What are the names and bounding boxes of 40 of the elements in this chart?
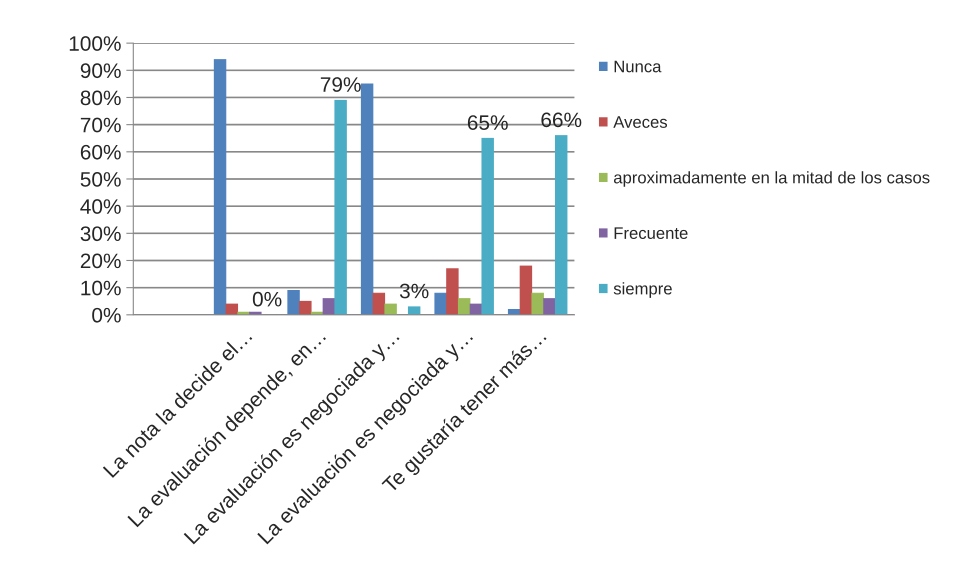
bar — [543, 298, 556, 315]
y-tick-label: 0% — [92, 308, 121, 323]
bar — [226, 304, 238, 315]
y-tick-label: 50% — [80, 172, 121, 187]
data-label: 65% — [468, 115, 508, 130]
bar — [446, 268, 459, 315]
bar — [384, 304, 397, 315]
bar — [287, 290, 300, 315]
y-tick-label: 100% — [70, 36, 121, 51]
data-label: 0% — [252, 292, 282, 307]
y-tick-label: 30% — [80, 226, 121, 242]
bar — [214, 59, 226, 315]
legend-label: Nunca — [614, 60, 662, 72]
y-tick-label: 80% — [80, 90, 121, 106]
bar — [520, 266, 532, 315]
bar — [408, 306, 420, 315]
bar — [360, 84, 374, 315]
data-label: 66% — [541, 112, 582, 128]
y-tick-label: 10% — [81, 280, 121, 296]
bar — [372, 292, 386, 315]
bar — [470, 304, 482, 315]
bar — [334, 100, 347, 315]
bar — [434, 292, 447, 315]
y-tick-label: 70% — [80, 118, 121, 132]
data-label: 79% — [320, 77, 361, 92]
y-tick-label: 40% — [80, 199, 121, 214]
bar — [458, 298, 470, 315]
data-label: 3% — [400, 284, 428, 298]
legend-label: Frecuente — [614, 227, 688, 239]
bar — [322, 298, 336, 315]
bar — [481, 138, 494, 315]
bar — [531, 292, 544, 315]
y-tick-label: 90% — [80, 63, 121, 78]
bar — [554, 135, 568, 315]
y-tick-label: 60% — [80, 144, 121, 160]
bar — [299, 300, 312, 315]
legend-label: Aveces — [613, 116, 668, 128]
legend-label: aproximadamente en la mitad de los casos — [614, 171, 930, 187]
y-tick-label: 20% — [80, 253, 121, 268]
legend-label: siempre — [614, 282, 672, 298]
